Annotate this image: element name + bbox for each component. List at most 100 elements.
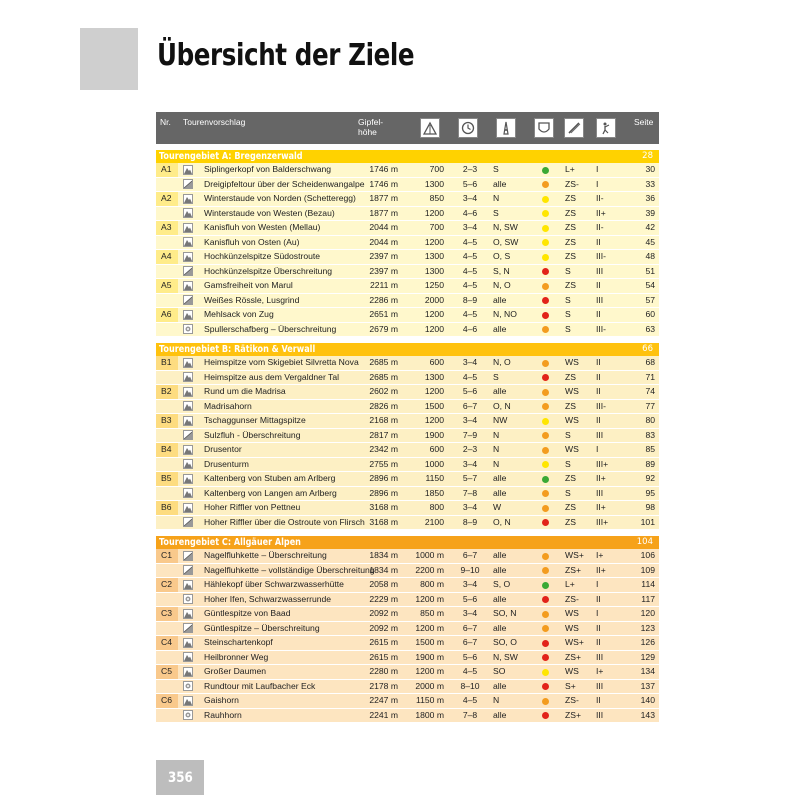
climbing-grade: II xyxy=(596,637,601,647)
danger-dot xyxy=(542,195,549,203)
table-row: Heimspitze aus dem Vergaldner Tal 2685 m 1… xyxy=(156,370,659,385)
table-row: Rauhhorn 2241 m 1800 m 7–8 alle ZS+ III 143 xyxy=(156,708,659,723)
duration: 8–10 xyxy=(460,680,480,691)
summit-altitude: 2092 m xyxy=(369,608,398,618)
tour-name: Güntlespitze von Baad xyxy=(204,608,291,618)
summit-altitude: 2058 m xyxy=(369,579,398,589)
table-row: Hoher Ifen, Schwarzwasserrunde 2229 m 1200… xyxy=(156,592,659,607)
altitude-gain: 2000 xyxy=(424,294,444,305)
difficulty: ZS xyxy=(565,280,576,290)
altitude-gain: 1250 xyxy=(424,280,444,290)
tour-number: B3 xyxy=(161,415,172,425)
altitude-gain: 1500 m xyxy=(415,637,444,647)
table-row: Hochkünzelspitze Überschreitung 2397 m 130… xyxy=(156,264,659,279)
exposure: N xyxy=(493,444,500,454)
exposure: S, N xyxy=(493,265,510,276)
altitude-gain: 1850 xyxy=(424,487,444,498)
nr-cell xyxy=(156,622,178,636)
table-row: B5 Kaltenberg von Stuben am Arlberg 2896 m… xyxy=(156,472,659,487)
exposure: S, O xyxy=(493,579,511,589)
danger-dot xyxy=(542,519,549,526)
summit-altitude: 2651 m xyxy=(369,309,398,319)
summit-altitude: 2397 m xyxy=(369,251,398,261)
altitude-gain: 800 m xyxy=(420,579,444,589)
tour-name: Spullerschafberg – Überschreitung xyxy=(204,323,337,334)
danger-dot xyxy=(542,712,549,719)
climbing-grade: II xyxy=(596,236,601,247)
climbing-grade: III+ xyxy=(596,516,609,527)
difficulty: WS xyxy=(565,357,579,367)
tour-number: A6 xyxy=(161,309,172,319)
tour-name: Mehlsack von Zug xyxy=(204,309,274,319)
exposure: alle xyxy=(493,294,507,305)
difficulty: ZS xyxy=(565,516,576,527)
difficulty: ZS xyxy=(565,473,576,483)
exposure: alle xyxy=(493,550,507,560)
tour-name: Winterstaude von Norden (Schetteregg) xyxy=(204,193,356,203)
table-row: Rundtour mit Laufbacher Eck 2178 m 2000 m 8… xyxy=(156,679,659,694)
tour-page: 39 xyxy=(645,207,655,218)
nr-cell xyxy=(156,636,178,650)
duration: 6–7 xyxy=(462,550,478,560)
altitude-gain: 1200 xyxy=(424,386,444,396)
duration: 5–6 xyxy=(462,386,478,396)
tour-page: 77 xyxy=(645,400,655,411)
tour-page: 129 xyxy=(640,651,655,662)
tour-page: 80 xyxy=(645,415,655,425)
header-nr: Nr. xyxy=(160,117,171,127)
nr-cell xyxy=(156,516,178,530)
tour-page: 95 xyxy=(645,487,655,498)
exposure: alle xyxy=(493,622,507,633)
nr-cell xyxy=(156,578,178,592)
duration: 5–7 xyxy=(462,473,478,483)
mountain-icon xyxy=(183,695,193,706)
tour-page: 30 xyxy=(645,164,655,174)
table-row: Dreigipfeltour über der Scheidenwangalpe… xyxy=(156,177,659,192)
tour-name: Winterstaude von Westen (Bezau) xyxy=(204,207,335,218)
summit-altitude: 2247 m xyxy=(369,695,398,705)
table-row: A1 Siplingerkopf von Balderschwang 1746 m 7… xyxy=(156,163,659,178)
climbing-grade: II+ xyxy=(596,473,606,483)
nr-cell xyxy=(156,549,178,563)
page-number: 356 xyxy=(168,770,193,786)
tour-name: Sulzfluh - Überschreitung xyxy=(204,429,301,440)
summit-altitude: 2286 m xyxy=(369,294,398,305)
exposure: N xyxy=(493,429,500,440)
duration: 4–5 xyxy=(462,666,478,676)
danger-dot xyxy=(542,359,549,367)
summit-altitude: 2755 m xyxy=(369,458,398,469)
tour-number: A2 xyxy=(161,193,172,203)
altitude-gain: 1000 xyxy=(424,458,444,469)
tour-number: B2 xyxy=(161,386,172,396)
header-altitude: Gipfel-höhe xyxy=(358,117,384,137)
nr-cell xyxy=(156,414,178,428)
tour-page: 51 xyxy=(645,265,655,276)
tour-page: 42 xyxy=(645,222,655,232)
exposure: N xyxy=(493,193,500,203)
tour-name: Steinschartenkopf xyxy=(204,637,273,647)
difficulty: S xyxy=(565,294,571,305)
clock-icon xyxy=(458,118,478,138)
difficulty: WS xyxy=(565,666,579,676)
altitude-gain: 1000 m xyxy=(415,550,444,560)
altitude-gain-icon xyxy=(420,118,440,138)
traverse-icon xyxy=(183,179,193,189)
climbing-grade: I+ xyxy=(596,666,604,676)
table-row: C3 Güntlespitze von Baad 2092 m 850 m 3–4 SO,… xyxy=(156,607,659,622)
exposure: alle xyxy=(493,680,507,691)
table-header: Nr. Tourenvorschlag Gipfel-höhe Seite xyxy=(156,112,659,144)
table-row: B1 Heimspitze vom Skigebiet Silvretta Nov… xyxy=(156,356,659,371)
summit-altitude: 2044 m xyxy=(369,222,398,232)
tour-page: 123 xyxy=(640,622,655,633)
danger-dot xyxy=(542,475,549,483)
duration: 7–8 xyxy=(462,709,478,720)
exposure: alle xyxy=(493,386,507,396)
exposure: O, N xyxy=(493,516,511,527)
nr-cell xyxy=(156,694,178,708)
climbing-icon xyxy=(596,118,616,138)
table-row: A6 Mehlsack von Zug 2651 m 1200 4–5 N, NO S II 6… xyxy=(156,308,659,323)
exposure: alle xyxy=(493,178,507,189)
climbing-grade: II xyxy=(596,371,601,382)
altitude-gain: 1300 xyxy=(424,251,444,261)
exposure: alle xyxy=(493,564,507,575)
